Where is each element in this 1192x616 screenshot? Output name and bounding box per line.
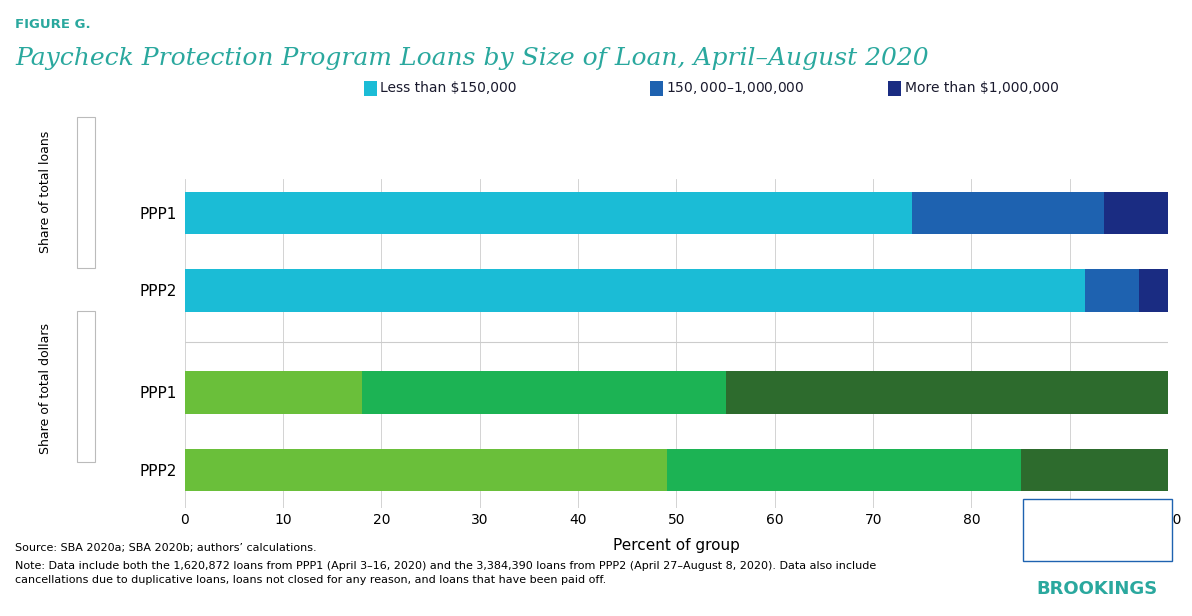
Text: PROJECT: PROJECT [1075,536,1119,546]
Bar [362,371,726,413]
X-axis label: Percent of group: Percent of group [613,538,740,553]
Text: BROOKINGS: BROOKINGS [1037,580,1157,598]
Bar [185,371,362,413]
Bar [666,448,1020,491]
Bar [1104,192,1168,234]
Text: THE: THE [1087,508,1107,518]
Bar [185,269,1085,312]
Bar [1020,448,1168,491]
Text: Paycheck Protection Program Loans by Size of Loan, April–August 2020: Paycheck Protection Program Loans by Siz… [15,47,929,70]
Text: Share of total loans: Share of total loans [39,131,51,253]
Bar [185,448,666,491]
Text: FIGURE G.: FIGURE G. [15,18,91,31]
Bar [913,192,1104,234]
Bar [185,192,913,234]
Text: Source: SBA 2020a; SBA 2020b; authors’ calculations.: Source: SBA 2020a; SBA 2020b; authors’ c… [15,543,317,553]
Text: Note: Data include both the 1,620,872 loans from PPP1 (April 3–16, 2020) and the: Note: Data include both the 1,620,872 lo… [15,561,877,585]
Text: Less than $150,000: Less than $150,000 [380,81,517,95]
Bar [1138,269,1168,312]
Text: $150,000–$1,000,000: $150,000–$1,000,000 [666,80,805,96]
Text: Share of total dollars: Share of total dollars [39,323,51,453]
Bar [1085,269,1138,312]
Bar [726,371,1168,413]
Text: HAMILTON: HAMILTON [1057,521,1137,535]
Text: More than $1,000,000: More than $1,000,000 [905,81,1058,95]
